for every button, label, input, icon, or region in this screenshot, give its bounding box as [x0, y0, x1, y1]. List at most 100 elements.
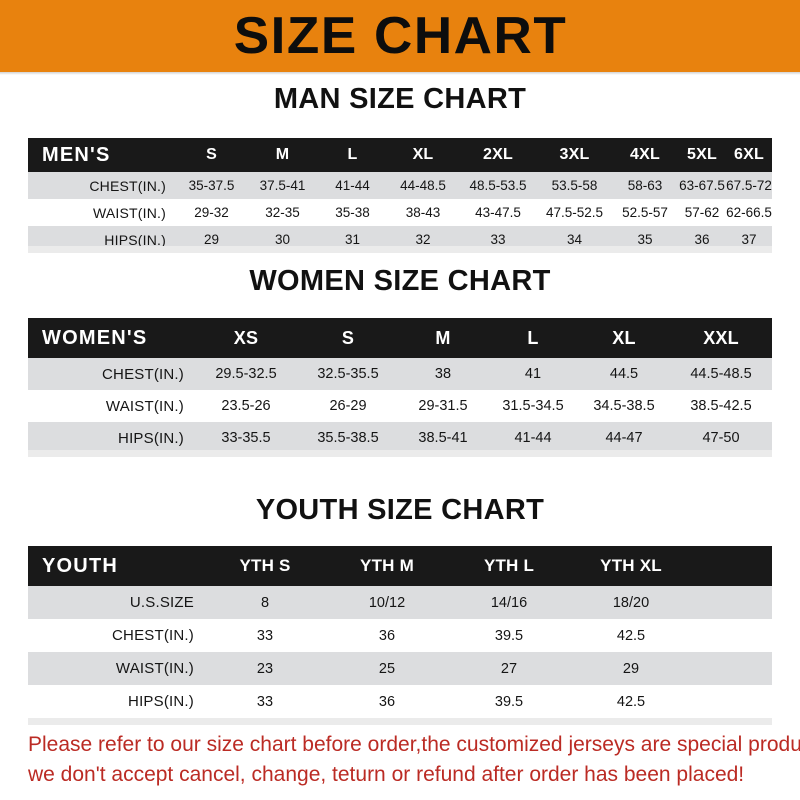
- men-corner-label: MEN'S: [28, 138, 176, 172]
- men-col-3xl: 3XL: [537, 138, 612, 172]
- table-row: CHEST(IN.) 35-37.5 37.5-41 41-44 44-48.5…: [28, 172, 772, 199]
- men-size-table: MEN'S S M L XL 2XL 3XL 4XL 5XL 6XL CHEST…: [28, 138, 772, 253]
- youth-row-label-chest: CHEST(IN.): [28, 619, 204, 652]
- footer-disclaimer: Please refer to our size chart before or…: [28, 730, 800, 790]
- youth-chest-s: 33: [204, 619, 326, 652]
- men-waist-l: 35-38: [318, 199, 387, 226]
- men-col-4xl: 4XL: [612, 138, 678, 172]
- women-hips-l: 41-44: [488, 422, 578, 454]
- men-col-2xl: 2XL: [459, 138, 537, 172]
- men-col-s: S: [176, 138, 247, 172]
- men-chest-xl: 44-48.5: [387, 172, 459, 199]
- women-waist-xs: 23.5-26: [194, 390, 298, 422]
- women-hips-xxl: 47-50: [670, 422, 772, 454]
- men-waist-5xl: 57-62: [678, 199, 726, 226]
- banner-shadow: [0, 72, 800, 75]
- youth-table-bottom-strip: [28, 718, 772, 725]
- women-hips-xs: 33-35.5: [194, 422, 298, 454]
- page-banner: SIZE CHART: [0, 0, 800, 72]
- table-row: CHEST(IN.) 33 36 39.5 42.5: [28, 619, 772, 652]
- youth-col-filler: [692, 546, 772, 586]
- women-col-xl: XL: [578, 318, 670, 358]
- men-col-l: L: [318, 138, 387, 172]
- women-col-l: L: [488, 318, 578, 358]
- women-row-label-chest: CHEST(IN.): [28, 358, 194, 390]
- women-col-m: M: [398, 318, 488, 358]
- women-hips-m: 38.5-41: [398, 422, 488, 454]
- youth-ussize-l: 14/16: [448, 586, 570, 619]
- youth-col-yth-xl: YTH XL: [570, 546, 692, 586]
- women-col-s: S: [298, 318, 398, 358]
- youth-size-table: YOUTH YTH S YTH M YTH L YTH XL U.S.SIZE …: [28, 546, 772, 718]
- footer-line-1: Please refer to our size chart before or…: [28, 733, 800, 756]
- men-waist-m: 32-35: [247, 199, 318, 226]
- women-chest-l: 41: [488, 358, 578, 390]
- table-row: HIPS(IN.) 33-35.5 35.5-38.5 38.5-41 41-4…: [28, 422, 772, 454]
- women-waist-m: 29-31.5: [398, 390, 488, 422]
- men-waist-xl: 38-43: [387, 199, 459, 226]
- youth-cell-filler: [692, 652, 772, 685]
- youth-chest-xl: 42.5: [570, 619, 692, 652]
- youth-ussize-s: 8: [204, 586, 326, 619]
- youth-cell-filler: [692, 586, 772, 619]
- men-chest-6xl: 67.5-72: [726, 172, 772, 199]
- men-chest-s: 35-37.5: [176, 172, 247, 199]
- section-title-youth: YOUTH SIZE CHART: [255, 494, 545, 526]
- men-waist-s: 29-32: [176, 199, 247, 226]
- women-chest-xxl: 44.5-48.5: [670, 358, 772, 390]
- women-waist-l: 31.5-34.5: [488, 390, 578, 422]
- youth-ussize-m: 10/12: [326, 586, 448, 619]
- women-chest-xs: 29.5-32.5: [194, 358, 298, 390]
- men-row-label-waist: WAIST(IN.): [28, 199, 176, 226]
- men-waist-6xl: 62-66.5: [726, 199, 772, 226]
- men-header-row: MEN'S S M L XL 2XL 3XL 4XL 5XL 6XL: [28, 138, 772, 172]
- table-row: CHEST(IN.) 29.5-32.5 32.5-35.5 38 41 44.…: [28, 358, 772, 390]
- men-col-m: M: [247, 138, 318, 172]
- youth-cell-filler: [692, 619, 772, 652]
- table-row: WAIST(IN.) 23.5-26 26-29 29-31.5 31.5-34…: [28, 390, 772, 422]
- women-hips-s: 35.5-38.5: [298, 422, 398, 454]
- women-waist-xxl: 38.5-42.5: [670, 390, 772, 422]
- men-row-label-chest: CHEST(IN.): [28, 172, 176, 199]
- table-row: WAIST(IN.) 29-32 32-35 35-38 38-43 43-47…: [28, 199, 772, 226]
- youth-waist-m: 25: [326, 652, 448, 685]
- women-col-xs: XS: [194, 318, 298, 358]
- table-row: WAIST(IN.) 23 25 27 29: [28, 652, 772, 685]
- women-chest-s: 32.5-35.5: [298, 358, 398, 390]
- women-corner-label: WOMEN'S: [28, 318, 194, 358]
- men-chest-4xl: 58-63: [612, 172, 678, 199]
- youth-waist-xl: 29: [570, 652, 692, 685]
- youth-hips-l: 39.5: [448, 685, 570, 718]
- women-hips-xl: 44-47: [578, 422, 670, 454]
- youth-hips-s: 33: [204, 685, 326, 718]
- women-chest-xl: 44.5: [578, 358, 670, 390]
- men-waist-2xl: 43-47.5: [459, 199, 537, 226]
- youth-row-label-waist: WAIST(IN.): [28, 652, 204, 685]
- youth-ussize-xl: 18/20: [570, 586, 692, 619]
- women-row-label-waist: WAIST(IN.): [28, 390, 194, 422]
- men-waist-3xl: 47.5-52.5: [537, 199, 612, 226]
- youth-hips-m: 36: [326, 685, 448, 718]
- men-chest-3xl: 53.5-58: [537, 172, 612, 199]
- women-size-table: WOMEN'S XS S M L XL XXL CHEST(IN.) 29.5-…: [28, 318, 772, 454]
- page-title: SIZE CHART: [233, 7, 567, 65]
- youth-chest-m: 36: [326, 619, 448, 652]
- youth-header-row: YOUTH YTH S YTH M YTH L YTH XL: [28, 546, 772, 586]
- women-waist-xl: 34.5-38.5: [578, 390, 670, 422]
- men-col-5xl: 5XL: [678, 138, 726, 172]
- men-chest-5xl: 63-67.5: [678, 172, 726, 199]
- youth-chest-l: 39.5: [448, 619, 570, 652]
- women-row-label-hips: HIPS(IN.): [28, 422, 194, 454]
- youth-col-yth-m: YTH M: [326, 546, 448, 586]
- youth-corner-label: YOUTH: [28, 546, 204, 586]
- women-chest-m: 38: [398, 358, 488, 390]
- section-title-women: WOMEN SIZE CHART: [249, 265, 551, 297]
- youth-row-label-hips: HIPS(IN.): [28, 685, 204, 718]
- youth-row-label-ussize: U.S.SIZE: [28, 586, 204, 619]
- youth-hips-xl: 42.5: [570, 685, 692, 718]
- section-title-man: MAN SIZE CHART: [273, 83, 527, 115]
- men-col-xl: XL: [387, 138, 459, 172]
- youth-col-yth-l: YTH L: [448, 546, 570, 586]
- table-row: U.S.SIZE 8 10/12 14/16 18/20: [28, 586, 772, 619]
